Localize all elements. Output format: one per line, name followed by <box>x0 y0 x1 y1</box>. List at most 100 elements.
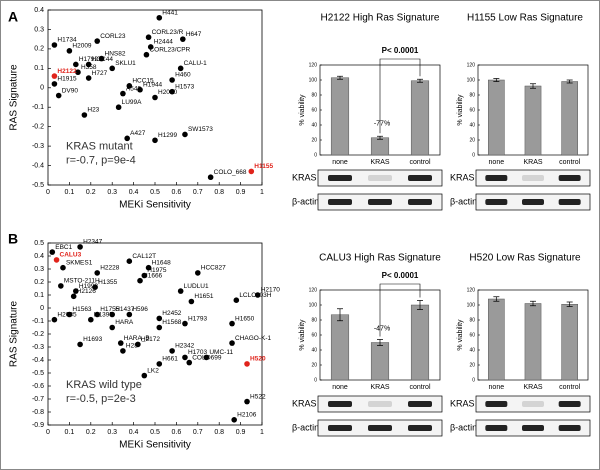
bar <box>488 298 505 381</box>
x-tick-label: 0.1 <box>65 189 75 196</box>
point-label: H1693 <box>83 336 103 343</box>
x-tick-label: 0.6 <box>172 189 182 196</box>
point-label: H1651 <box>194 293 214 300</box>
bar <box>524 303 542 381</box>
y-tick-label: 0.1 <box>34 292 44 299</box>
y-tick-label: -0.4 <box>32 162 44 169</box>
point-label: A549 <box>126 85 142 92</box>
point <box>141 372 148 379</box>
point <box>66 311 73 318</box>
point <box>186 359 193 366</box>
point-label: H358 <box>81 64 97 71</box>
error-bar <box>377 135 383 140</box>
point-label: UMC-11 <box>209 349 233 356</box>
blot-band <box>408 425 432 431</box>
bar <box>330 314 350 381</box>
blot-band <box>522 175 544 181</box>
point-label: H1975 <box>147 267 167 274</box>
point <box>207 174 214 181</box>
x-tick-label: 0 <box>46 429 50 436</box>
point-label: CAL12T <box>132 253 156 260</box>
point-label: H2444 <box>154 39 174 46</box>
bar <box>330 77 350 156</box>
y-tick-label: -0.3 <box>32 344 44 351</box>
point-label: H647 <box>186 31 202 38</box>
point-label: SW1573 <box>188 126 213 133</box>
point <box>203 354 210 361</box>
y-tick-label: 0.1 <box>34 65 44 72</box>
point <box>85 61 92 68</box>
blot-band <box>408 199 432 205</box>
y-tick-label: 0 <box>472 152 475 158</box>
bar <box>561 304 578 381</box>
y-tick-label: 40 <box>469 347 475 353</box>
point-label: SKMES1 <box>66 259 93 266</box>
error-bar <box>417 78 423 83</box>
point <box>177 288 184 294</box>
y-tick-label: 120 <box>467 62 476 68</box>
blot-band <box>558 425 581 431</box>
y-axis-label: % viability <box>299 319 306 351</box>
x-tick-label: 0.1 <box>65 429 75 436</box>
point <box>117 340 124 346</box>
y-tick-label: 60 <box>469 332 475 338</box>
point-label: H2172 <box>141 336 161 343</box>
point-label: HCC44 <box>92 56 114 63</box>
bar <box>524 85 542 156</box>
point <box>244 398 250 405</box>
point-label: H1734 <box>57 37 77 44</box>
point <box>94 311 101 318</box>
point <box>51 316 58 323</box>
y-tick-label: 60 <box>311 332 317 338</box>
error-bar <box>530 83 536 89</box>
y-tick-label: 40 <box>311 347 317 353</box>
point-label: LK2 <box>147 367 159 374</box>
blot-band <box>522 199 544 205</box>
y-tick-label: 0.3 <box>34 26 44 33</box>
blot-band <box>328 401 352 407</box>
point-label: H2122 <box>57 68 77 75</box>
y-tick-label: 0.4 <box>34 253 44 260</box>
point <box>51 73 58 79</box>
point-label: H1648 <box>152 259 172 266</box>
point-label: H23 <box>87 107 99 114</box>
point <box>231 417 237 423</box>
x-tick-label: KRAS <box>370 384 389 391</box>
x-tick-label: 1 <box>260 189 264 196</box>
point <box>126 83 133 89</box>
point <box>70 293 77 300</box>
blot-label: KRAS <box>450 398 475 408</box>
blot-band <box>558 401 581 407</box>
x-tick-label: 0.9 <box>236 189 246 196</box>
point-label: CHAGO-K-1 <box>235 335 271 342</box>
y-axis-label: RAS Signature <box>9 64 20 131</box>
point-label: A427 <box>130 130 146 137</box>
point-label: CALU-1 <box>184 60 208 67</box>
error-bar <box>377 339 383 346</box>
point <box>109 311 115 318</box>
y-tick-label: 0.2 <box>34 46 44 53</box>
annotation: KRAS wild type <box>66 379 142 391</box>
point <box>73 288 79 294</box>
point <box>73 61 79 68</box>
blot-band <box>522 401 544 407</box>
y-tick-label: 80 <box>469 317 475 323</box>
chart-title: H2122 High Ras Signature <box>321 13 440 24</box>
x-axis-label: MEKi Sensitivity <box>119 200 191 211</box>
change-label: -47% <box>374 325 390 332</box>
blot-band <box>485 401 508 407</box>
point-label: H1650 <box>235 315 255 322</box>
error-bar <box>493 296 500 302</box>
point-label: H28 <box>126 343 138 350</box>
point <box>66 48 73 54</box>
error-bar <box>337 75 343 80</box>
y-tick-label: 20 <box>311 137 317 143</box>
point-label: H2452 <box>162 310 182 317</box>
x-tick-label: control <box>409 384 430 391</box>
x-tick-label: none <box>332 159 348 166</box>
x-tick-label: 0.5 <box>150 429 160 436</box>
blot-band <box>485 199 508 205</box>
blot-box <box>475 169 591 187</box>
bar <box>561 81 578 156</box>
